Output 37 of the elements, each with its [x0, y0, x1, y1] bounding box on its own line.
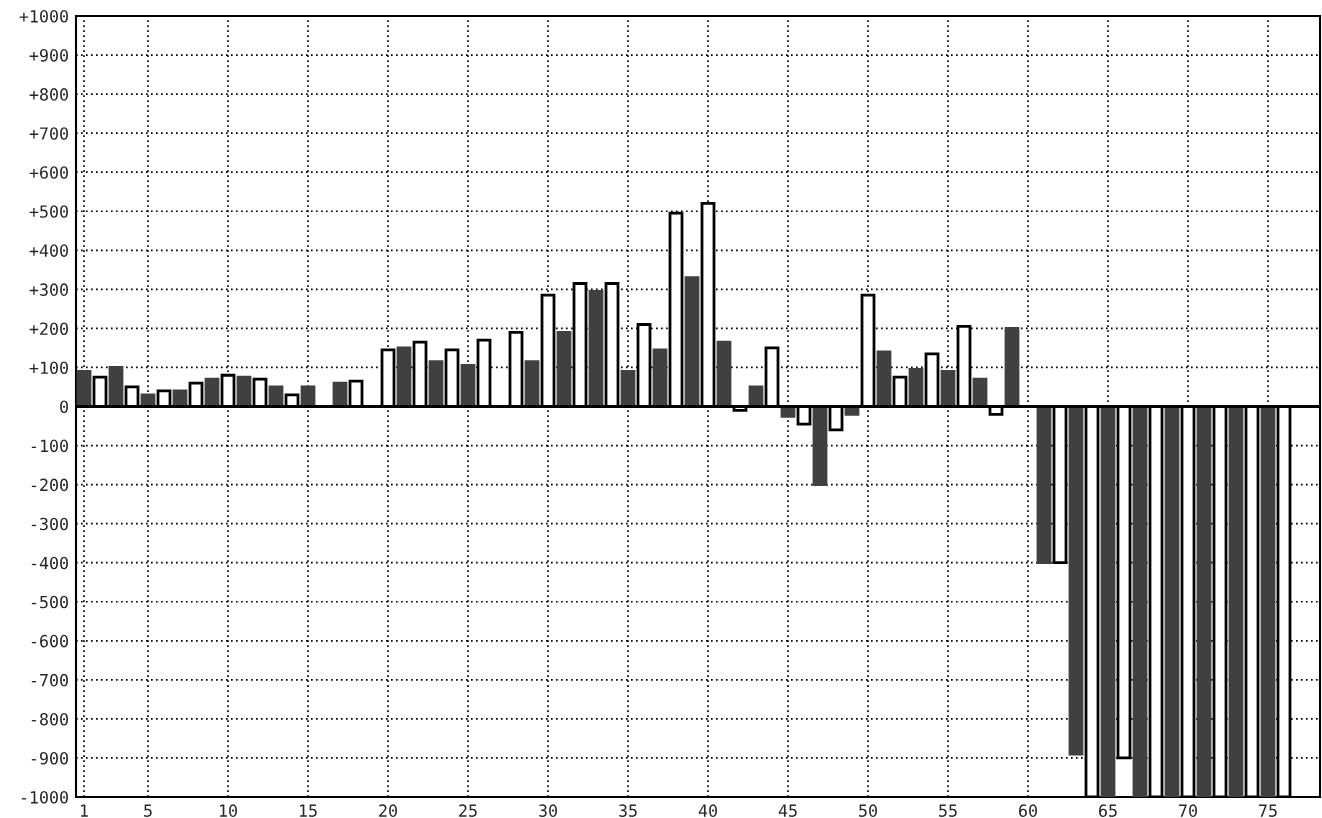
y-tick-label: 0 — [60, 400, 68, 414]
y-tick-label: -400 — [31, 556, 68, 570]
x-tick-label: 5 — [144, 804, 152, 817]
x-tick-label: 40 — [698, 804, 717, 817]
x-tick-label: 25 — [459, 804, 477, 817]
x-tick-label: 50 — [859, 804, 877, 817]
x-tick-label: 35 — [619, 804, 637, 817]
x-tick-label: 75 — [1259, 804, 1277, 817]
x-tick-label: 20 — [379, 804, 397, 817]
x-tick-label: 10 — [219, 804, 237, 817]
y-tick-label: -200 — [31, 478, 68, 492]
y-tick-label: +300 — [29, 283, 68, 296]
y-tick-label: +900 — [29, 49, 68, 62]
x-tick-label: 65 — [1099, 804, 1117, 817]
y-tick-label: +700 — [29, 127, 68, 140]
y-tick-label: +400 — [29, 244, 68, 257]
x-tick-label: 1 — [80, 804, 88, 817]
y-tick-label: -900 — [31, 751, 68, 765]
y-tick-label: -600 — [31, 634, 68, 648]
x-tick-label: 70 — [1179, 804, 1197, 817]
x-tick-label: 15 — [299, 804, 317, 817]
x-tick-label: 30 — [539, 804, 557, 817]
y-tick-label: -300 — [31, 517, 68, 531]
y-tick-label: +100 — [29, 361, 68, 375]
y-tick-label: -1000 — [21, 791, 68, 804]
x-tick-label: 55 — [939, 804, 957, 817]
y-tick-label: -700 — [31, 673, 68, 687]
y-tick-label: -800 — [31, 712, 68, 726]
x-tick-label: 45 — [778, 804, 797, 817]
y-tick-label: -100 — [31, 439, 68, 453]
y-tick-label: +1000 — [19, 10, 68, 23]
y-tick-label: +500 — [29, 205, 68, 218]
y-tick-label: +800 — [29, 88, 68, 101]
x-tick-label: 60 — [1019, 804, 1037, 817]
y-tick-label: +200 — [29, 322, 68, 336]
y-tick-label: +600 — [29, 166, 68, 179]
y-tick-label: -500 — [31, 595, 68, 609]
